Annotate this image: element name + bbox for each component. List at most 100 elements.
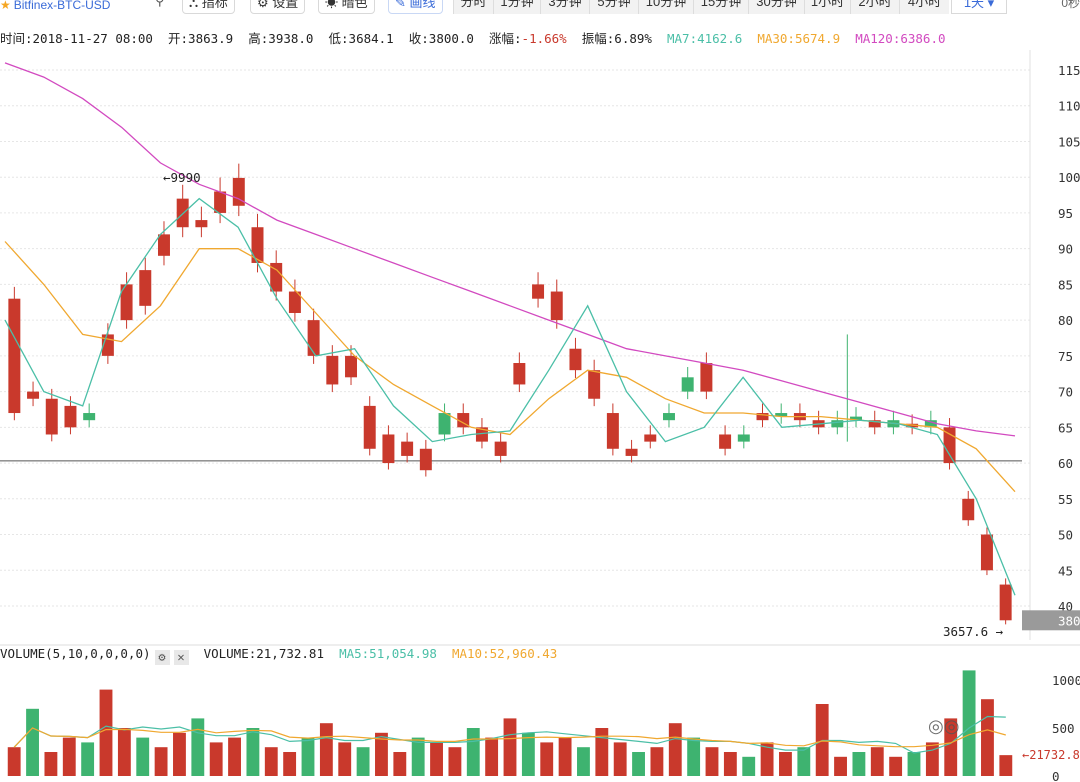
volume-bar: [283, 752, 297, 776]
symbol-label: Bitfinex-BTC-USD: [13, 0, 111, 12]
volume-bar: [117, 728, 131, 776]
volume-bar: [558, 737, 572, 776]
candle-body: [120, 284, 133, 321]
volume-bar: [981, 699, 994, 776]
volume-bar: [246, 728, 260, 776]
period-tab-6[interactable]: 30分钟: [748, 0, 804, 14]
period-tab-9[interactable]: 4小时: [899, 0, 949, 14]
volume-info: VOLUME(5,10,0,0,0,0) ⚙ ✕ VOLUME:21,732.81 …: [0, 646, 558, 665]
volume-bar: [613, 742, 627, 776]
ma30-value: MA30:5674.9: [757, 31, 841, 46]
period-dropdown[interactable]: 1天 ▾: [951, 0, 1007, 14]
volume-bar: [797, 747, 811, 776]
price-tick-label: 65: [1058, 420, 1073, 435]
candle-body: [176, 198, 189, 228]
dark-mode-button[interactable]: ☀ 暗色: [318, 0, 375, 14]
close-icon[interactable]: ✕: [173, 650, 189, 665]
low-annotation: 3657.6 →: [943, 624, 1004, 639]
star-icon[interactable]: ★: [0, 0, 11, 12]
period-tab-8[interactable]: 2小时: [850, 0, 899, 14]
volume-bar: [466, 728, 480, 776]
period-tab-5[interactable]: 15分钟: [693, 0, 748, 14]
volume-bar: [154, 747, 168, 776]
volume-bar: [540, 742, 554, 776]
volume-bar: [81, 742, 95, 776]
candle-body: [831, 420, 844, 428]
volume-bar: [999, 755, 1013, 776]
wechat-icon: ◎◎: [928, 716, 960, 736]
low-label: 低:: [328, 31, 349, 46]
candle-body: [980, 534, 993, 571]
volume-bar: [301, 737, 315, 776]
price-tick-label: 55: [1058, 492, 1073, 507]
gear-icon[interactable]: ⚙: [154, 650, 170, 665]
volume-bar: [705, 747, 719, 776]
volume-value: VOLUME:21,732.81: [203, 646, 324, 661]
open-label: 开:: [168, 31, 189, 46]
volume-bar: [723, 752, 737, 776]
price-tick-label: 80: [1058, 313, 1073, 328]
volume-bar: [944, 718, 958, 776]
period-tab-7[interactable]: 1小时: [804, 0, 850, 14]
volume-indicator-label: VOLUME(5,10,0,0,0,0): [0, 646, 151, 661]
candle-body: [588, 370, 601, 399]
volume-bar: [889, 756, 903, 776]
price-tick-label: 45: [1058, 563, 1073, 578]
sun-icon: ☀: [325, 0, 342, 10]
search-icon[interactable]: ⚲: [155, 0, 165, 9]
settings-button[interactable]: ⚙ 设置: [250, 0, 306, 14]
amplitude-label: 振幅:: [581, 31, 615, 46]
candle-body: [606, 413, 619, 449]
candle-body: [251, 227, 264, 263]
candle-body: [363, 405, 376, 449]
candle-body: [924, 420, 937, 428]
volume-bar: [44, 752, 58, 776]
volume-bar: [503, 718, 517, 776]
candle-body: [550, 291, 563, 321]
period-tab-0[interactable]: 分时: [453, 0, 493, 14]
volume-bar: [925, 742, 939, 776]
current-price-tag: [1022, 610, 1080, 631]
candle-body: [438, 413, 451, 435]
candle-body: [756, 413, 769, 421]
draw-line-button[interactable]: ✎ 画线: [388, 0, 443, 14]
volume-bar: [907, 752, 921, 776]
price-tick-label: 50: [1058, 528, 1073, 543]
symbol-selector[interactable]: ★ Bitfinex-BTC-USD: [0, 0, 110, 17]
volume-bar: [7, 747, 21, 776]
candle-body: [868, 420, 881, 428]
volume-bar: [319, 723, 333, 776]
candle-body: [326, 355, 339, 385]
volume-tick-label: 0: [1052, 769, 1060, 782]
period-selected-label: 1天: [963, 0, 985, 10]
ohlc-info: 时间:2018-11-27 08:00 开:3863.9 高:3938.0 低:…: [0, 28, 946, 46]
volume-bar: [228, 737, 241, 776]
volume-ma10: MA10:52,960.43: [451, 646, 558, 661]
price-tick-label: 115: [1058, 63, 1080, 78]
candle-body: [943, 427, 956, 464]
indicators-button[interactable]: ⛬ 指标: [182, 0, 235, 14]
volume-bar: [99, 689, 113, 776]
price-tick-label: 60: [1058, 456, 1073, 471]
candle-body: [401, 441, 414, 456]
period-tab-3[interactable]: 5分钟: [589, 0, 638, 14]
volume-bar: [62, 737, 76, 776]
close-value: 3800.0: [428, 31, 474, 46]
volume-bar: [595, 728, 609, 776]
volume-bar: [411, 737, 425, 776]
volume-bar: [338, 742, 352, 776]
price-tick-label: 75: [1058, 349, 1073, 364]
volume-bar: [852, 752, 866, 776]
high-annotation: ←9990: [163, 170, 201, 185]
candle-body: [775, 413, 788, 417]
period-tab-2[interactable]: 3分钟: [540, 0, 589, 14]
volume-bar: [393, 752, 407, 776]
price-tick-label: 95: [1058, 206, 1073, 221]
price-tick-label: 90: [1058, 242, 1073, 257]
price-tick-label: 100: [1058, 170, 1080, 185]
price-tick-label: 105: [1058, 134, 1080, 149]
period-tab-4[interactable]: 10分钟: [638, 0, 693, 14]
period-tab-1[interactable]: 1分钟: [493, 0, 540, 14]
ma7-value: MA7:4162.6: [667, 31, 743, 46]
